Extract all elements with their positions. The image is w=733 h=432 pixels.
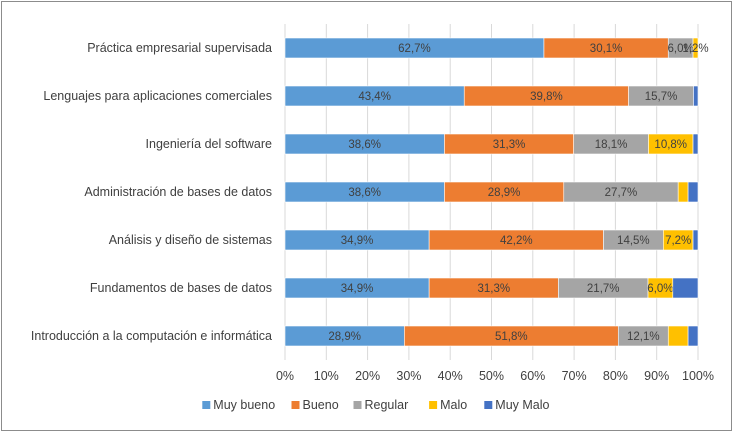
- x-tick-label: 80%: [603, 369, 628, 383]
- data-label: 38,6%: [348, 139, 381, 151]
- data-label: 14,5%: [617, 235, 650, 247]
- bar-segment: [672, 277, 699, 299]
- data-label: 7,2%: [665, 235, 691, 247]
- x-tick-label: 20%: [355, 369, 380, 383]
- x-tick-label: 30%: [396, 369, 421, 383]
- x-tick-label: 40%: [438, 369, 463, 383]
- legend-swatch: [202, 401, 211, 409]
- data-label: 27,7%: [605, 187, 638, 199]
- data-label: 12,1%: [627, 331, 660, 343]
- data-label: 21,7%: [587, 283, 620, 295]
- bar-segment: [692, 37, 699, 59]
- x-tick-label: 100%: [682, 369, 714, 383]
- legend: Muy bueno Bueno Regular Malo Muy Malo: [202, 398, 550, 412]
- bar-segment: [687, 325, 699, 347]
- bar-segment: [667, 325, 689, 347]
- category-label: Ingeniería del software: [146, 137, 273, 151]
- x-tick-label: 10%: [314, 369, 339, 383]
- legend-label: Malo: [440, 398, 467, 412]
- data-label: 6,0%: [647, 283, 673, 295]
- legend-swatch: [291, 401, 300, 409]
- bar-segment: [687, 181, 699, 203]
- x-tick-label: 60%: [520, 369, 545, 383]
- data-label: 39,8%: [530, 91, 563, 103]
- legend-label: Muy Malo: [495, 398, 549, 412]
- category-label: Administración de bases de datos: [84, 185, 272, 199]
- data-label: 28,9%: [328, 331, 361, 343]
- data-label: 18,1%: [595, 139, 628, 151]
- data-label: 38,6%: [348, 187, 381, 199]
- legend-swatch: [429, 401, 438, 409]
- category-label: Análisis y diseño de sistemas: [109, 233, 272, 247]
- category-label: Lenguajes para aplicaciones comerciales: [43, 89, 272, 103]
- data-label: 28,9%: [488, 187, 521, 199]
- data-label: 31,3%: [493, 139, 526, 151]
- legend-label: Muy bueno: [213, 398, 275, 412]
- legend-label: Regular: [365, 398, 409, 412]
- x-tick-label: 50%: [479, 369, 504, 383]
- data-label: 42,2%: [500, 235, 533, 247]
- x-tick-label: 0%: [276, 369, 294, 383]
- legend-swatch: [353, 401, 362, 409]
- data-label: 31,3%: [477, 283, 510, 295]
- data-label: 1,2%: [682, 43, 708, 55]
- x-axis-tick-labels: 0% 10% 20% 30% 40% 50% 60% 70% 80% 90% 100%: [276, 369, 714, 383]
- data-label: 62,7%: [398, 43, 431, 55]
- data-label: 30,1%: [590, 43, 623, 55]
- legend-label: Bueno: [303, 398, 339, 412]
- data-label: 10,8%: [654, 139, 687, 151]
- bars: 62,7% 30,1% 6,0%1,2%43,4% 39,8% 15,7%38,6% 31…: [284, 37, 709, 347]
- bar-segment: [692, 133, 699, 155]
- data-label: 43,4%: [358, 91, 391, 103]
- data-label: 6,0%: [668, 43, 694, 55]
- bar-segment: [677, 181, 689, 203]
- category-label: Introducción a la computación e informát…: [31, 329, 272, 343]
- bar-segment: [693, 85, 699, 107]
- x-tick-label: 90%: [644, 369, 669, 383]
- category-label: Práctica empresarial supervisada: [87, 41, 272, 55]
- data-label: 51,8%: [495, 331, 528, 343]
- data-label: 15,7%: [645, 91, 678, 103]
- category-labels: Práctica empresarial supervisada Lenguaje…: [31, 41, 272, 343]
- data-label: 34,9%: [341, 283, 374, 295]
- category-label: Fundamentos de bases de datos: [90, 281, 272, 295]
- data-label: 34,9%: [341, 235, 374, 247]
- x-tick-label: 70%: [562, 369, 587, 383]
- bar-segment: [692, 229, 699, 251]
- legend-swatch: [484, 401, 493, 409]
